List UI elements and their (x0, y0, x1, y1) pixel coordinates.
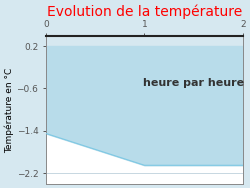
Text: heure par heure: heure par heure (143, 78, 244, 88)
Y-axis label: Température en °C: Température en °C (4, 67, 14, 153)
Title: Evolution de la température: Evolution de la température (47, 4, 242, 19)
